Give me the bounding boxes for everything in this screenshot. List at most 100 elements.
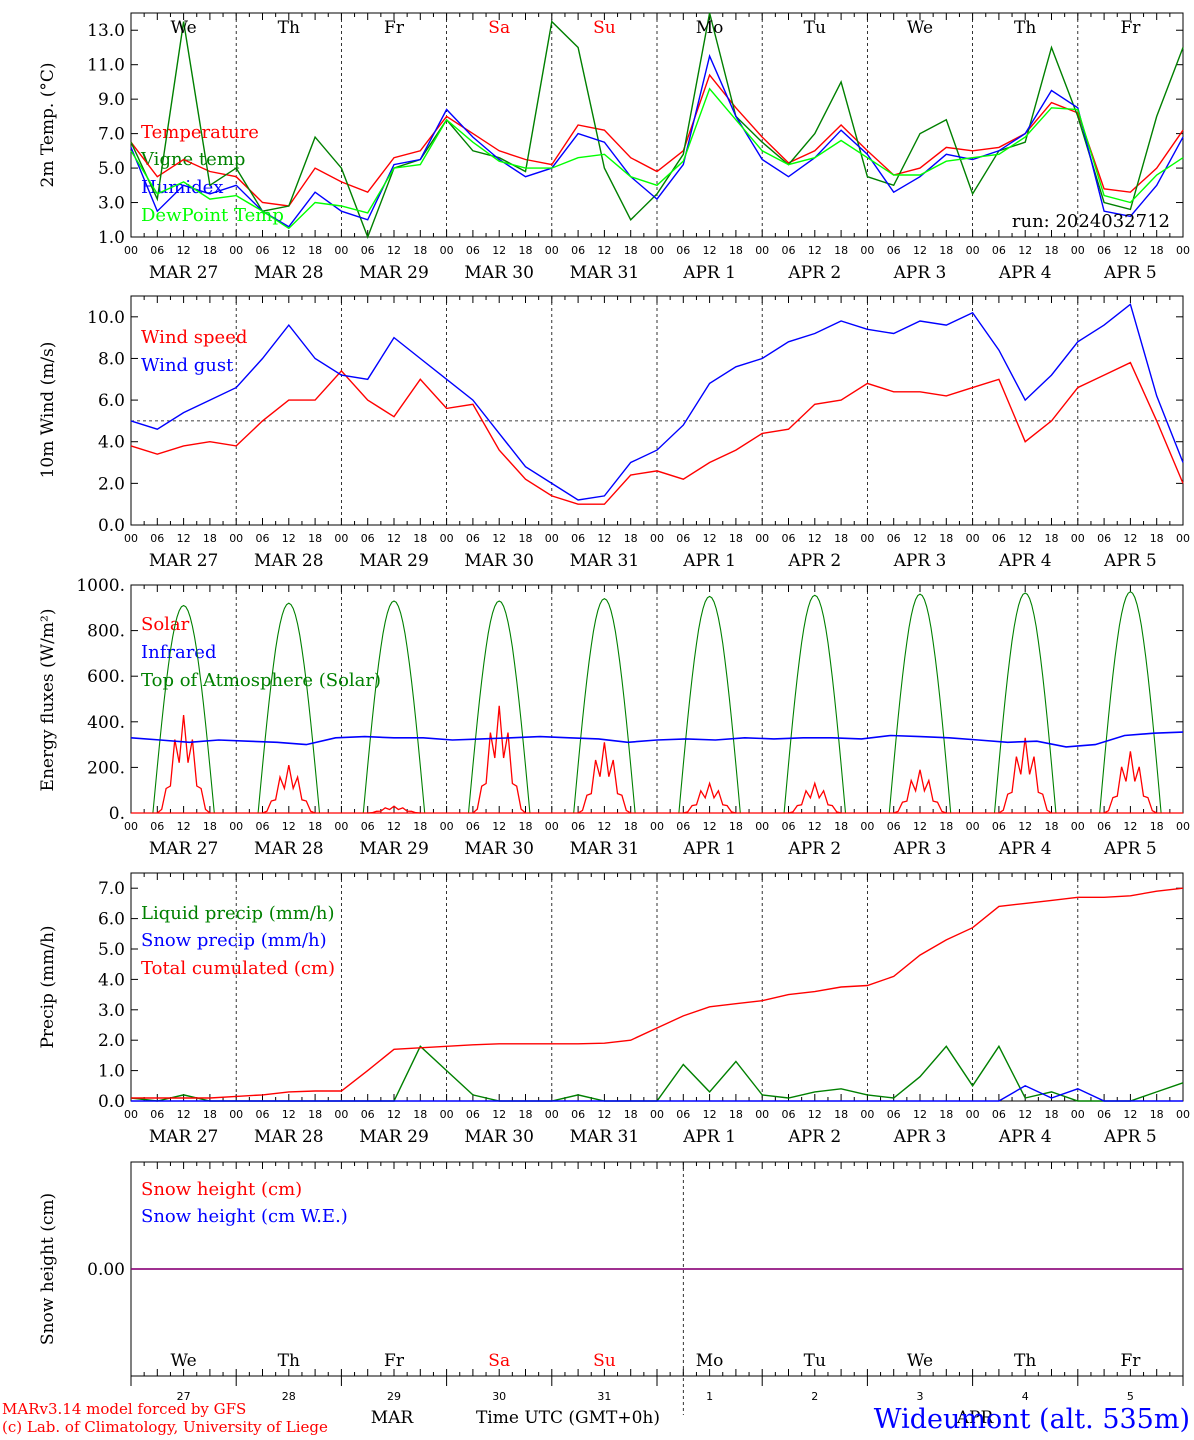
hour-tick-label: 12 bbox=[597, 244, 611, 257]
day-number-label: 2 bbox=[811, 1390, 818, 1403]
legend-entry: Snow height (cm) bbox=[141, 1179, 302, 1200]
date-label: MAR 29 bbox=[359, 551, 429, 571]
hour-tick-label: 18 bbox=[1150, 244, 1164, 257]
hour-tick-label: 12 bbox=[1018, 244, 1032, 257]
hour-tick-label: 06 bbox=[782, 244, 796, 257]
hour-tick-label: 18 bbox=[624, 244, 638, 257]
hour-tick-label: 12 bbox=[387, 1108, 401, 1121]
solar-curve bbox=[577, 742, 632, 814]
hour-tick-label: 12 bbox=[1018, 532, 1032, 545]
run-annotation: run: 2024032712 bbox=[1012, 211, 1170, 232]
hour-tick-label: 00 bbox=[1176, 820, 1190, 833]
hour-tick-label: 00 bbox=[650, 244, 664, 257]
solar-curve bbox=[683, 781, 737, 814]
legend-entry: Wind speed bbox=[141, 327, 247, 348]
hour-tick-label: 12 bbox=[177, 1108, 191, 1121]
y-tick-label: 7.0 bbox=[98, 125, 125, 145]
day-number-label: 3 bbox=[917, 1390, 924, 1403]
weekday-label-bottom: Su bbox=[593, 1351, 616, 1371]
hour-tick-label: 12 bbox=[703, 820, 717, 833]
hour-tick-label: 00 bbox=[334, 820, 348, 833]
series-line bbox=[130, 303, 1184, 501]
day-number-label: 28 bbox=[282, 1390, 296, 1403]
y-tick-label: 1.0 bbox=[98, 1062, 125, 1082]
weekday-label-bottom: Fr bbox=[1120, 1351, 1141, 1371]
legend-entry: Snow height (cm W.E.) bbox=[141, 1206, 348, 1227]
y-tick-label: 5.0 bbox=[98, 159, 125, 179]
date-label: MAR 27 bbox=[149, 263, 219, 283]
date-label: APR 5 bbox=[1103, 839, 1157, 859]
day-number-label: 5 bbox=[1127, 1390, 1134, 1403]
hour-tick-label: 00 bbox=[334, 1108, 348, 1121]
hour-tick-label: 00 bbox=[545, 532, 559, 545]
hour-tick-label: 12 bbox=[808, 244, 822, 257]
hour-tick-label: 06 bbox=[887, 244, 901, 257]
date-label: MAR 29 bbox=[359, 263, 429, 283]
hour-tick-label: 12 bbox=[597, 532, 611, 545]
y-tick-label: 400. bbox=[87, 713, 125, 733]
toa-solar-curve bbox=[257, 602, 321, 814]
hour-tick-label: 06 bbox=[676, 244, 690, 257]
hour-tick-label: 12 bbox=[177, 820, 191, 833]
hour-tick-label: 06 bbox=[256, 820, 270, 833]
institution-credit: (c) Lab. of Climatology, University of L… bbox=[2, 1418, 328, 1436]
weekday-label-bottom: Th bbox=[1014, 1351, 1036, 1371]
hour-tick-label: 18 bbox=[1150, 532, 1164, 545]
hour-tick-label: 06 bbox=[150, 532, 164, 545]
toa-solar-curve bbox=[888, 593, 952, 814]
solar-curve bbox=[1103, 751, 1158, 814]
hour-tick-label: 00 bbox=[755, 1108, 769, 1121]
hour-tick-label: 00 bbox=[334, 532, 348, 545]
y-tick-label: 800. bbox=[87, 622, 125, 642]
hour-tick-label: 12 bbox=[1123, 820, 1137, 833]
hour-tick-label: 00 bbox=[966, 532, 980, 545]
day-number-label: 31 bbox=[597, 1390, 611, 1403]
hour-tick-label: 12 bbox=[703, 1108, 717, 1121]
y-tick-label: 11.0 bbox=[87, 56, 125, 76]
solar-curve bbox=[367, 805, 421, 814]
hour-tick-label: 12 bbox=[282, 244, 296, 257]
y-axis-title: Energy fluxes (W/m²) bbox=[38, 609, 58, 792]
date-label: APR 4 bbox=[998, 1127, 1052, 1147]
date-label: APR 2 bbox=[787, 551, 841, 571]
legend-entry: Vigne temp bbox=[140, 149, 245, 170]
date-label: MAR 28 bbox=[254, 1127, 324, 1147]
date-label: APR 1 bbox=[682, 1127, 736, 1147]
hour-tick-label: 18 bbox=[308, 244, 322, 257]
date-label: APR 2 bbox=[787, 839, 841, 859]
y-tick-label: 1000. bbox=[76, 576, 125, 596]
y-tick-label: 13.0 bbox=[87, 21, 125, 41]
model-credit: MARv3.14 model forced by GFS bbox=[2, 1400, 246, 1418]
station-title: Wideumont (alt. 535m) bbox=[874, 1404, 1190, 1435]
y-tick-label: 200. bbox=[87, 758, 125, 778]
day-number-label: 1 bbox=[706, 1390, 713, 1403]
hour-tick-label: 18 bbox=[939, 820, 953, 833]
weekday-label: Mo bbox=[696, 18, 724, 38]
hour-tick-label: 12 bbox=[177, 532, 191, 545]
date-label: MAR 29 bbox=[359, 1127, 429, 1147]
hour-tick-label: 12 bbox=[913, 244, 927, 257]
hour-tick-label: 18 bbox=[624, 532, 638, 545]
hour-tick-label: 06 bbox=[1097, 820, 1111, 833]
date-label: APR 1 bbox=[682, 551, 736, 571]
hour-tick-label: 12 bbox=[808, 820, 822, 833]
y-tick-label: 0.00 bbox=[87, 1260, 125, 1280]
hour-tick-label: 06 bbox=[782, 532, 796, 545]
hour-tick-label: 18 bbox=[308, 532, 322, 545]
hour-tick-label: 12 bbox=[1018, 1108, 1032, 1121]
hour-tick-label: 06 bbox=[256, 532, 270, 545]
hour-tick-label: 06 bbox=[676, 820, 690, 833]
day-number-label: 27 bbox=[177, 1390, 191, 1403]
series-line bbox=[131, 1085, 1183, 1102]
hour-tick-label: 06 bbox=[782, 820, 796, 833]
y-tick-label: 3.0 bbox=[98, 194, 125, 214]
series-line bbox=[131, 887, 1184, 1099]
series-line bbox=[130, 53, 1184, 228]
legend-entry: Temperature bbox=[141, 122, 259, 143]
date-label: MAR 30 bbox=[464, 839, 534, 859]
hour-tick-label: 12 bbox=[913, 1108, 927, 1121]
y-tick-label: 0.0 bbox=[98, 1092, 125, 1112]
hour-tick-label: 00 bbox=[1071, 1108, 1085, 1121]
hour-tick-label: 18 bbox=[939, 244, 953, 257]
solar-curve bbox=[998, 737, 1052, 814]
